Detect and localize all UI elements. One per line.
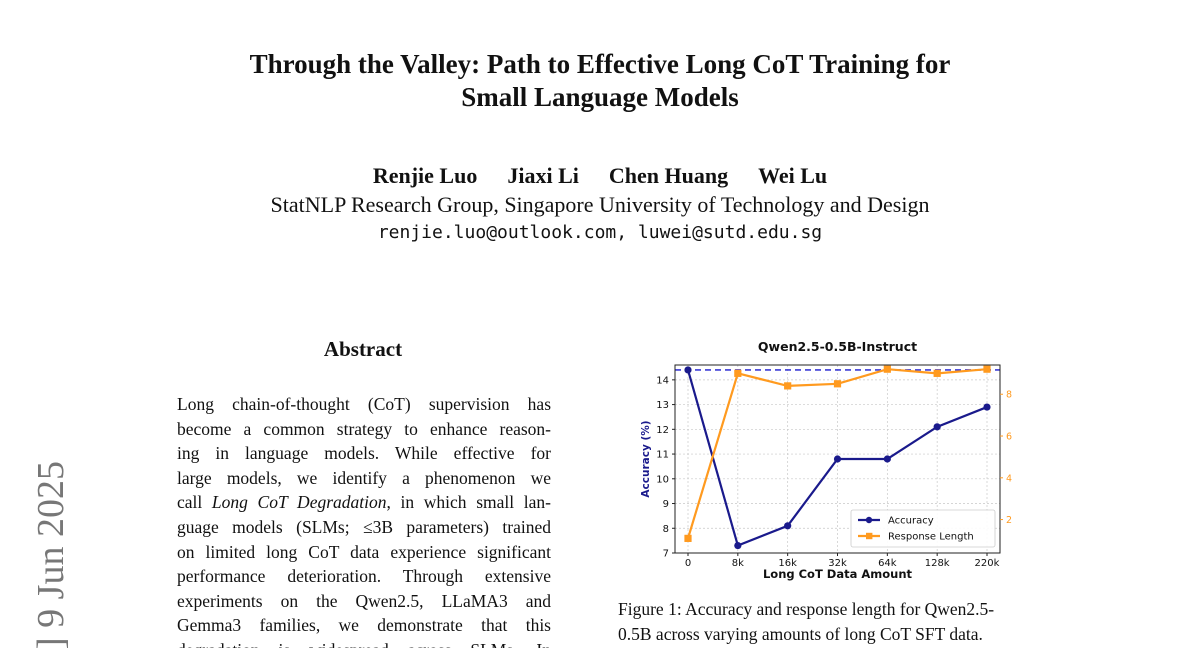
x-axis-label: Long CoT Data Amount [763, 567, 913, 581]
y-right-tick-label: 2 [1006, 515, 1012, 526]
y-left-axis-label: Accuracy (%) [640, 420, 652, 497]
arxiv-stamp-text: ] 9 Jun 2025 [30, 461, 72, 648]
abstract-line: guage models (SLMs; ≤3B parameters) trai… [177, 516, 551, 537]
abstract-line: become a common strategy to enhance reas… [177, 418, 551, 439]
dual-axis-line-chart: Qwen2.5-0.5B-Instruct 7 8 9 10 11 12 13 14 2 4 6 8 0 8… [640, 339, 1012, 581]
y-left-tick-label: 14 [656, 375, 669, 386]
data-point-accuracy [933, 423, 941, 431]
y-left-tick-label: 12 [656, 425, 669, 436]
abstract-line-start: call [177, 492, 212, 513]
abstract-italic-term: Long CoT Degradation [211, 492, 387, 513]
abstract-line: Long chain-of-thought (CoT) supervision … [177, 394, 551, 414]
legend-label-accuracy: Accuracy [888, 516, 934, 527]
data-point-accuracy [734, 541, 742, 550]
legend-marker-accuracy [865, 516, 873, 524]
author-name: Jiaxi Li [507, 163, 579, 188]
data-point-accuracy [833, 455, 842, 463]
abstract-line-tail: , in which small lan- [386, 492, 552, 513]
y-left-tick-label: 8 [663, 524, 669, 535]
y-left-tick-label: 7 [663, 549, 669, 560]
author-emails: renjie.luo@outlook.com, luwei@sutd.edu.s… [377, 222, 823, 243]
paper-title: Through the Valley: Path to Effective Lo… [0, 48, 1200, 114]
figure-caption: Figure 1: Accuracy and response length f… [618, 597, 1068, 646]
abstract-line: call Long CoT Degradation, in which smal… [177, 490, 551, 515]
abstract-line: ing in language models. While effective … [177, 443, 551, 464]
caption-line: 0.5B across varying amounts of long CoT … [618, 623, 983, 644]
y-left-tick-label: 9 [663, 499, 669, 510]
paper-title-line-2: Small Language Models [461, 82, 739, 112]
affiliation: StatNLP Research Group, Singapore Univer… [270, 192, 930, 217]
x-tick-label: 0 [685, 558, 691, 569]
x-tick-label: 128k [925, 558, 950, 569]
y-right-tick-label: 4 [1006, 473, 1012, 484]
abstract-line: degradation is widespread across SLMs. I… [177, 638, 551, 648]
figure-1: Qwen2.5-0.5B-Instruct 7 8 9 10 11 12 13 14 2 4 6 8 0 8… [625, 335, 1015, 590]
legend-label-response-length: Response Length [888, 532, 974, 543]
x-tick-label: 16k [778, 558, 797, 569]
abstract-body: Long chain-of-thought (CoT) supervision … [177, 392, 551, 648]
y-left-tick-label: 10 [656, 474, 669, 485]
author-name: Renjie Luo [372, 163, 478, 188]
legend-box [850, 509, 996, 548]
author-name: Wei Lu [758, 163, 828, 188]
abstract-line: Gemma3 families, we demonstrate that thi… [177, 615, 551, 636]
data-point-response-length [734, 369, 742, 377]
data-point-accuracy [883, 455, 891, 463]
data-point-response-length [684, 534, 692, 542]
data-point-response-length [883, 365, 891, 373]
y-left-tick-label: 11 [656, 450, 669, 461]
y-right-tick-label: 6 [1006, 432, 1012, 443]
data-point-accuracy [784, 522, 792, 530]
author-name: Chen Huang [608, 163, 729, 188]
x-tick-label: 220k [975, 558, 1000, 569]
abstract-line: on limited long CoT data experience sign… [177, 541, 551, 562]
paper-title-line-1: Through the Valley: Path to Effective Lo… [249, 49, 951, 79]
chart-title: Qwen2.5-0.5B-Instruct [758, 339, 917, 354]
x-tick-label: 64k [878, 558, 897, 569]
data-point-response-length [784, 382, 792, 390]
legend-marker-response-length [866, 532, 873, 540]
y-left-tick-label: 13 [656, 400, 669, 411]
abstract-line: large models, we identify a phenomenon w… [177, 467, 551, 488]
data-point-response-length [833, 380, 842, 388]
x-tick-label: 32k [828, 558, 847, 569]
data-point-response-length [983, 365, 991, 373]
data-point-response-length [933, 369, 941, 377]
abstract-heading: Abstract [323, 337, 403, 361]
data-point-accuracy [684, 366, 692, 374]
data-point-accuracy [983, 403, 991, 411]
abstract-line: experiments on the Qwen2.5, LLaMA3 and [177, 590, 551, 611]
y-right-tick-label: 8 [1006, 390, 1012, 401]
abstract-line: performance deterioration. Through exten… [177, 566, 551, 587]
author-list: Renjie Luo Jiaxi Li Chen Huang Wei Lu [0, 163, 1200, 189]
x-tick-label: 8k [732, 558, 744, 569]
caption-line: Figure 1: Accuracy and response length f… [618, 599, 995, 619]
arxiv-stamp: ] 9 Jun 2025 [20, 410, 90, 648]
